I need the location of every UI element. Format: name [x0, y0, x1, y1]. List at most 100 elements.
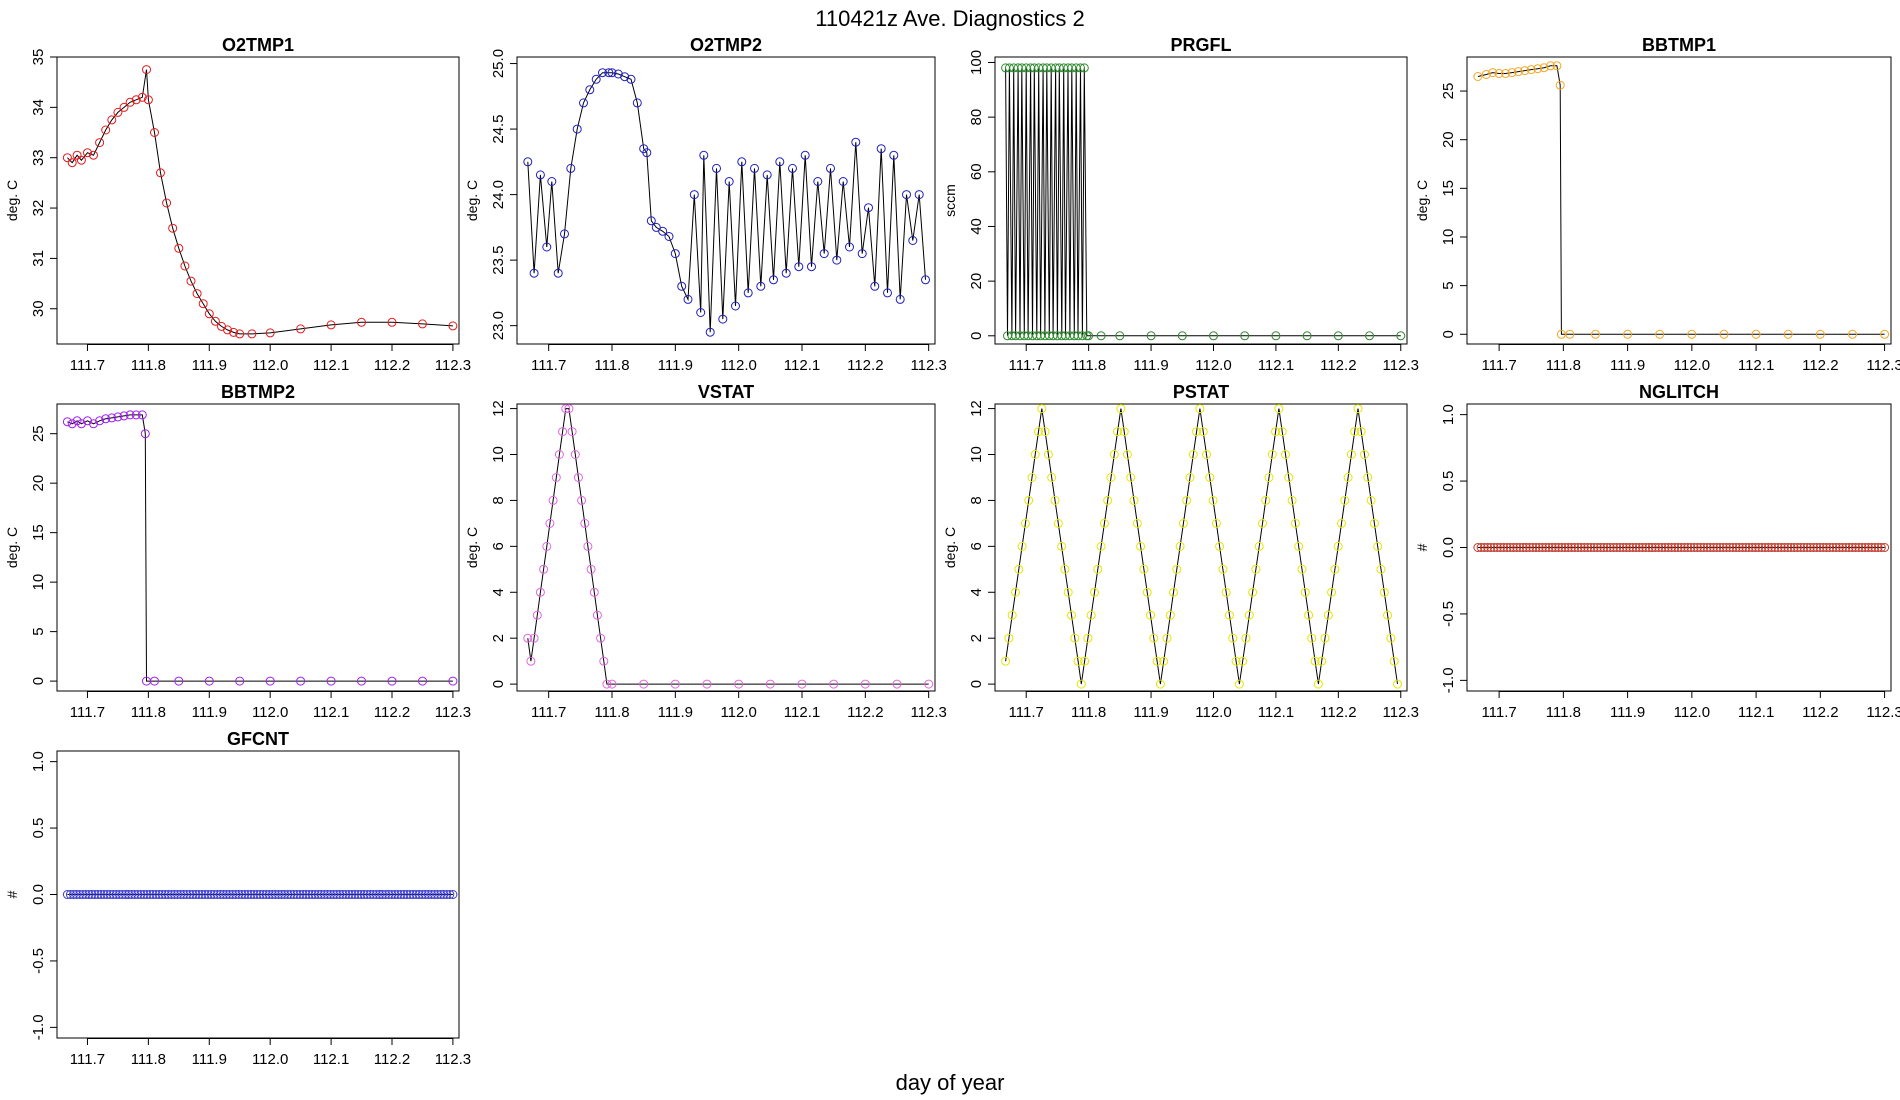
data-point — [174, 676, 184, 686]
data-point — [551, 473, 561, 482]
panel-gfcnt: GFCNT 111.7 111.8 111.9 112.0 112.1 112.2 112.3… — [4, 729, 471, 1068]
data-point — [402, 890, 412, 899]
data-point — [1747, 543, 1757, 552]
y-tick-label: 0.0 — [30, 884, 47, 905]
data-point — [1828, 543, 1838, 552]
data-point — [142, 890, 152, 899]
data-point — [237, 890, 247, 899]
data-point — [143, 95, 153, 105]
data-point — [1129, 495, 1139, 505]
x-tick-label: 111.8 — [594, 357, 629, 374]
data-point — [1142, 587, 1152, 597]
series-markers — [523, 404, 934, 689]
figure-xlabel: day of year — [896, 1070, 1005, 1095]
data-point — [274, 890, 283, 899]
data-point — [535, 170, 545, 180]
data-point — [1838, 543, 1848, 552]
y-axis-label: deg. C — [464, 527, 480, 568]
data-point — [924, 679, 934, 689]
data-point — [338, 890, 348, 899]
panel-title: O2TMP1 — [222, 35, 294, 55]
x-tick-label: 111.7 — [531, 357, 566, 374]
data-point — [845, 242, 854, 252]
data-point — [1281, 450, 1290, 459]
data-point — [1090, 587, 1099, 597]
data-point — [1192, 427, 1202, 437]
data-point — [1719, 329, 1729, 339]
data-point — [1863, 543, 1873, 552]
data-point — [1244, 610, 1254, 620]
y-axis-label: deg. C — [4, 527, 20, 568]
data-point — [436, 890, 446, 899]
x-tick-label: 111.7 — [70, 357, 105, 374]
data-point — [1261, 495, 1271, 505]
y-tick-label: 23.5 — [490, 246, 507, 275]
data-point — [84, 890, 94, 899]
data-point — [567, 427, 577, 437]
y-tick-label: 0 — [968, 680, 985, 688]
data-point — [712, 163, 721, 173]
y-tick-label: 8 — [968, 496, 985, 504]
data-point — [724, 177, 734, 186]
x-tick-label: 112.0 — [720, 704, 756, 721]
data-point — [228, 890, 238, 899]
data-point — [1680, 543, 1689, 552]
data-point — [185, 890, 195, 899]
data-point — [89, 150, 98, 160]
data-point — [111, 890, 121, 899]
data-point — [1396, 331, 1406, 341]
data-point — [107, 413, 117, 423]
data-point — [1165, 610, 1175, 620]
data-point — [1628, 543, 1638, 552]
data-point — [1612, 543, 1622, 552]
panel-title: BBTMP1 — [1642, 35, 1716, 55]
data-point — [89, 419, 98, 429]
data-point — [1780, 543, 1789, 552]
x-tick-label: 111.9 — [658, 704, 693, 721]
x-tick-label: 111.7 — [70, 704, 105, 721]
data-point — [1317, 656, 1327, 666]
series-line — [67, 414, 453, 682]
data-point — [283, 890, 293, 899]
data-point — [813, 177, 823, 186]
data-point — [1267, 450, 1277, 459]
x-tick-label: 112.0 — [252, 704, 288, 721]
y-tick-label: 10 — [490, 446, 507, 463]
data-point — [1552, 61, 1562, 71]
x-tick-label: 112.3 — [1383, 704, 1419, 721]
data-point — [1712, 543, 1722, 552]
data-point — [1084, 331, 1094, 341]
y-tick-label: 80 — [968, 109, 985, 126]
x-tick-label: 111.7 — [531, 704, 566, 721]
data-point — [168, 223, 178, 233]
data-point — [585, 85, 595, 95]
data-point — [1366, 495, 1376, 505]
data-point — [1673, 543, 1683, 552]
data-point — [1615, 543, 1625, 552]
data-point — [131, 95, 141, 105]
data-point — [1844, 543, 1854, 552]
y-axis: -1.0 -0.5 0.0 0.5 1.0 — [1440, 404, 1467, 693]
x-tick-label: 111.8 — [1071, 704, 1106, 721]
panel-title: PSTAT — [1173, 382, 1229, 402]
data-point — [613, 69, 623, 79]
data-point — [223, 325, 232, 335]
data-point — [411, 890, 421, 899]
data-point — [264, 890, 274, 899]
y-tick-label: 10 — [1440, 229, 1457, 246]
data-point — [1728, 543, 1738, 552]
data-point — [902, 190, 911, 200]
data-point — [1534, 543, 1544, 552]
x-tick-label: 111.7 — [1481, 704, 1516, 721]
data-point — [1567, 543, 1576, 552]
data-point — [1096, 541, 1106, 551]
x-axis: 111.7 111.8 111.9 112.0 112.1 112.2 112.3 — [70, 691, 471, 721]
data-point — [1067, 610, 1076, 620]
data-point — [206, 890, 216, 899]
data-point — [1860, 543, 1870, 552]
series-markers — [1473, 61, 1890, 339]
data-point — [1599, 543, 1609, 552]
data-point — [1721, 543, 1731, 552]
x-tick-label: 112.1 — [313, 704, 349, 721]
data-point — [212, 890, 222, 899]
